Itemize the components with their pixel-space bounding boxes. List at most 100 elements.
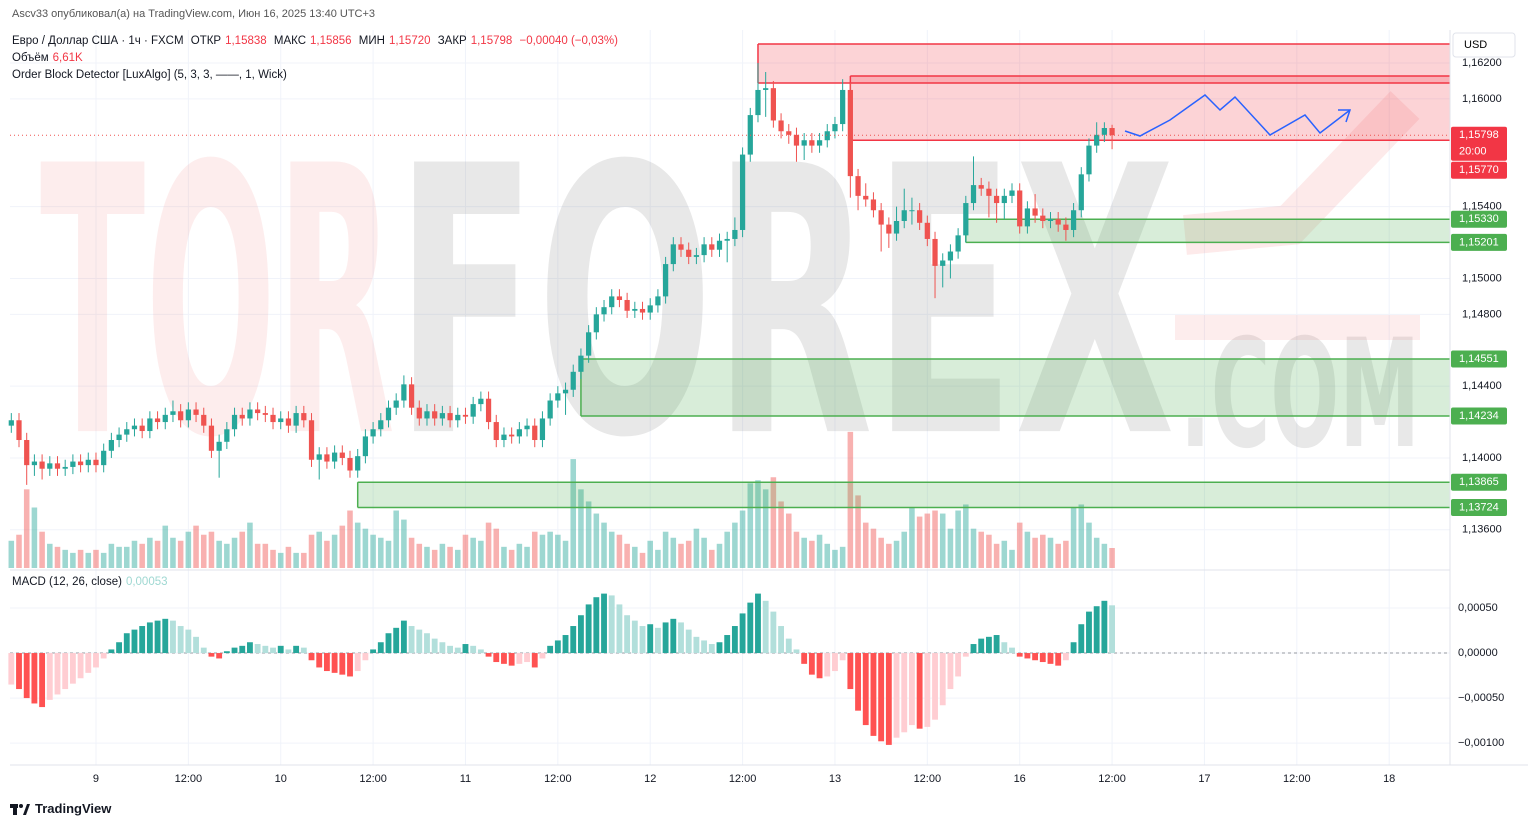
macd-bar bbox=[647, 624, 654, 654]
macd-bar bbox=[901, 653, 908, 733]
macd-bar bbox=[878, 653, 885, 742]
price-label: 1,15798 bbox=[1459, 129, 1499, 141]
volume-bar bbox=[585, 501, 592, 568]
macd-bar bbox=[1009, 647, 1015, 654]
volume-bar bbox=[100, 552, 107, 568]
x-tick-label: 12:00 bbox=[544, 773, 572, 785]
candle-body bbox=[116, 434, 122, 441]
currency: USD bbox=[1464, 39, 1487, 51]
candle-body bbox=[917, 210, 923, 223]
candle-body bbox=[485, 398, 492, 423]
price-label: 1,14551 bbox=[1459, 353, 1499, 365]
macd-bar bbox=[924, 653, 931, 727]
candle-body bbox=[539, 418, 546, 441]
macd-bar bbox=[562, 635, 569, 654]
volume-bar bbox=[562, 540, 569, 568]
macd-bar bbox=[1047, 653, 1054, 664]
volume-bar bbox=[393, 510, 399, 568]
volume-bar bbox=[816, 534, 823, 568]
macd-bar bbox=[123, 633, 130, 654]
volume-bar bbox=[485, 522, 492, 568]
volume-bar bbox=[339, 525, 346, 568]
candle-body bbox=[193, 409, 199, 415]
volume-bar bbox=[493, 528, 500, 568]
volume-bar bbox=[539, 534, 546, 568]
macd-bar bbox=[424, 633, 430, 654]
candle-body bbox=[178, 411, 184, 421]
macd-bar bbox=[331, 653, 338, 673]
ohlc-value: 1,15720 bbox=[388, 35, 431, 47]
macd-bar bbox=[824, 653, 831, 677]
volume-bar bbox=[23, 489, 30, 568]
candle-body bbox=[562, 389, 569, 394]
watermark: TOR FOREX .COM bbox=[40, 89, 1420, 519]
ohlc-label: МАКС bbox=[273, 35, 306, 47]
candle-body bbox=[108, 440, 114, 451]
x-tick-label: 12:00 bbox=[175, 773, 203, 785]
indicator-legend: Order Block Detector [LuxAlgo] (5, 3, 3,… bbox=[12, 69, 287, 81]
macd-bar bbox=[832, 653, 838, 672]
volume-bar bbox=[547, 531, 553, 568]
macd-bar bbox=[970, 644, 977, 654]
volume-bar bbox=[739, 510, 746, 568]
macd-bar bbox=[1001, 642, 1008, 654]
macd-value: 0,00053 bbox=[125, 576, 168, 588]
price-label-box bbox=[1451, 210, 1507, 228]
y-tick-label: 0,00000 bbox=[1458, 647, 1498, 659]
candle-body bbox=[662, 264, 669, 297]
volume-bar bbox=[762, 489, 769, 568]
macd-bar bbox=[93, 653, 99, 668]
macd-bar bbox=[1101, 600, 1108, 654]
volume-bar bbox=[878, 537, 884, 568]
volume-bar bbox=[893, 540, 900, 568]
candle-body bbox=[455, 414, 461, 421]
volume-bar bbox=[624, 543, 630, 568]
volume-bar bbox=[262, 543, 269, 568]
macd-bar bbox=[670, 618, 677, 654]
candle-body bbox=[416, 407, 422, 419]
volume-bar bbox=[216, 540, 222, 568]
candle-body bbox=[16, 420, 22, 441]
macd-bar bbox=[847, 653, 854, 690]
x-tick-label: 18 bbox=[1383, 773, 1395, 785]
candle-body bbox=[570, 371, 576, 390]
candle-body bbox=[1024, 208, 1031, 227]
candle-body bbox=[970, 185, 977, 204]
macd-bar bbox=[1032, 653, 1039, 661]
ohlc-label: МИН bbox=[358, 35, 385, 47]
candle-body bbox=[93, 459, 99, 466]
price-label-box bbox=[1451, 407, 1507, 425]
volume-bar bbox=[1093, 537, 1100, 568]
candle-body bbox=[878, 210, 884, 225]
footer-text: TradingView bbox=[35, 801, 112, 816]
volume-bar bbox=[124, 546, 130, 568]
candle-body bbox=[408, 384, 415, 408]
candle-body bbox=[447, 413, 453, 421]
candle-body bbox=[393, 400, 399, 408]
volume-bar bbox=[993, 543, 1000, 568]
candle-body bbox=[1063, 224, 1069, 230]
volume-bar bbox=[308, 534, 315, 568]
candle-body bbox=[509, 434, 515, 437]
volume-bar bbox=[870, 528, 877, 568]
candle-body bbox=[847, 89, 853, 177]
footer-logo bbox=[10, 803, 30, 815]
y-tick-label: 1,14800 bbox=[1462, 308, 1502, 320]
macd-bar bbox=[631, 620, 638, 654]
macd-bar bbox=[739, 613, 746, 654]
macd-layer bbox=[8, 593, 1450, 745]
candle-body bbox=[139, 425, 145, 432]
volume-bar bbox=[270, 549, 276, 568]
candle-body bbox=[616, 296, 623, 300]
volume-bar bbox=[824, 543, 831, 568]
candle-body bbox=[224, 429, 230, 442]
candle-body bbox=[709, 244, 715, 250]
order-block bbox=[965, 219, 1450, 243]
candle-body bbox=[24, 440, 30, 466]
macd-bar bbox=[508, 653, 515, 666]
price-label: 1,13724 bbox=[1459, 501, 1499, 513]
candle-body bbox=[1094, 134, 1100, 146]
volume-bar bbox=[378, 537, 384, 568]
macd-bar bbox=[439, 642, 446, 654]
candle-body bbox=[932, 238, 938, 266]
